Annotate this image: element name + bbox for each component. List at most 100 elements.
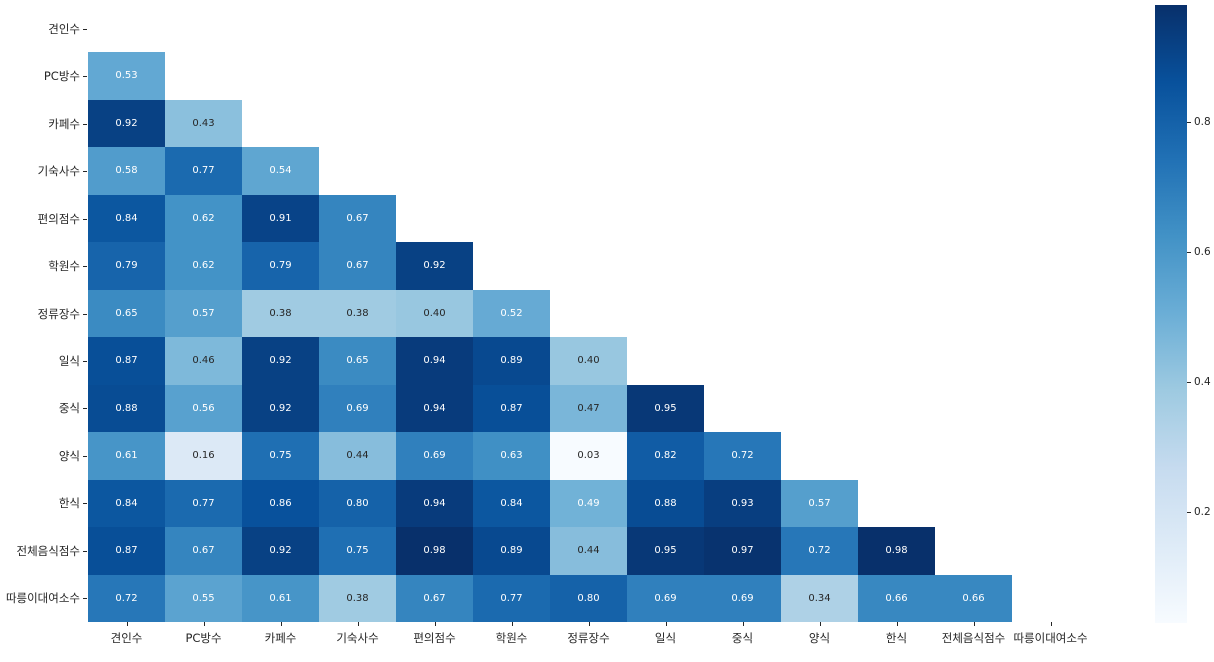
x-tick-mark bbox=[589, 622, 590, 626]
colorbar-tick-mark bbox=[1187, 122, 1191, 123]
heatmap-cell: 0.84 bbox=[88, 480, 165, 527]
y-tick-mark bbox=[83, 76, 87, 77]
x-tick-mark bbox=[204, 622, 205, 626]
y-tick-mark bbox=[83, 314, 87, 315]
heatmap-cell: 0.75 bbox=[319, 527, 396, 575]
x-tick-mark bbox=[897, 622, 898, 626]
heatmap-cell: 0.67 bbox=[319, 242, 396, 290]
heatmap-cell: 0.43 bbox=[165, 100, 242, 147]
heatmap-cell: 0.92 bbox=[396, 242, 473, 290]
heatmap-cell: 0.87 bbox=[88, 337, 165, 385]
y-tick-label: 중식 bbox=[58, 401, 80, 416]
y-tick-mark bbox=[83, 124, 87, 125]
heatmap-cell: 0.69 bbox=[319, 385, 396, 432]
x-tick-label: 견인수 bbox=[110, 631, 143, 645]
y-tick-label: 정류장수 bbox=[37, 306, 80, 321]
x-tick-label: 카페수 bbox=[264, 631, 297, 645]
x-tick-label: 학원수 bbox=[495, 631, 528, 645]
y-tick-mark bbox=[83, 408, 87, 409]
heatmap-cell: 0.88 bbox=[88, 385, 165, 432]
heatmap-cell: 0.98 bbox=[396, 527, 473, 575]
heatmap-cell: 0.53 bbox=[88, 52, 165, 100]
heatmap-cell: 0.46 bbox=[165, 337, 242, 385]
heatmap-cell: 0.65 bbox=[88, 290, 165, 337]
x-tick-label: 한식 bbox=[885, 631, 908, 645]
heatmap-cell: 0.49 bbox=[550, 480, 627, 527]
colorbar-tick-mark bbox=[1187, 512, 1191, 513]
heatmap-cell: 0.87 bbox=[88, 527, 165, 575]
y-tick-mark bbox=[83, 598, 87, 599]
x-tick-label: 일식 bbox=[654, 631, 677, 645]
heatmap-cell: 0.38 bbox=[242, 290, 319, 337]
heatmap-cell: 0.66 bbox=[858, 575, 935, 622]
y-tick-label: 전체음식점수 bbox=[16, 543, 80, 558]
colorbar-tick-label: 0.4 bbox=[1194, 376, 1211, 389]
heatmap-cell: 0.92 bbox=[88, 100, 165, 147]
y-tick-label: PC방수 bbox=[43, 69, 80, 84]
heatmap-cell: 0.44 bbox=[550, 527, 627, 575]
x-tick-mark bbox=[743, 622, 744, 626]
heatmap-cell: 0.62 bbox=[165, 242, 242, 290]
heatmap-cell: 0.57 bbox=[781, 480, 858, 527]
heatmap-cell: 0.92 bbox=[242, 385, 319, 432]
y-tick-label: 한식 bbox=[58, 496, 80, 511]
y-tick-mark bbox=[83, 29, 87, 30]
heatmap-cell: 0.54 bbox=[242, 147, 319, 195]
heatmap-cell: 0.95 bbox=[627, 527, 704, 575]
colorbar-gradient bbox=[1155, 5, 1187, 623]
heatmap-cell: 0.87 bbox=[473, 385, 550, 432]
heatmap-cell: 0.03 bbox=[550, 432, 627, 480]
y-tick-mark bbox=[83, 361, 87, 362]
heatmap-cell: 0.93 bbox=[704, 480, 781, 527]
y-tick-label: 기숙사수 bbox=[37, 164, 80, 179]
heatmap-cell: 0.40 bbox=[396, 290, 473, 337]
x-tick-mark bbox=[127, 622, 128, 626]
heatmap-cell: 0.69 bbox=[704, 575, 781, 622]
heatmap-cell: 0.62 bbox=[165, 195, 242, 242]
heatmap-cell: 0.80 bbox=[319, 480, 396, 527]
heatmap-cell: 0.66 bbox=[935, 575, 1012, 622]
y-tick-mark bbox=[83, 219, 87, 220]
heatmap-cell: 0.72 bbox=[781, 527, 858, 575]
heatmap-cell: 0.69 bbox=[396, 432, 473, 480]
y-tick-label: 카페수 bbox=[48, 116, 80, 131]
heatmap-cell: 0.56 bbox=[165, 385, 242, 432]
heatmap-cell: 0.89 bbox=[473, 527, 550, 575]
x-tick-mark bbox=[974, 622, 975, 626]
x-tick-label: PC방수 bbox=[185, 631, 222, 645]
heatmap-cell: 0.65 bbox=[319, 337, 396, 385]
heatmap-cell: 0.16 bbox=[165, 432, 242, 480]
y-tick-label: 양식 bbox=[58, 448, 80, 463]
y-tick-label: 따릉이대여소수 bbox=[5, 591, 80, 606]
x-tick-mark bbox=[281, 622, 282, 626]
y-tick-label: 학원수 bbox=[48, 259, 80, 274]
heatmap-cell: 0.67 bbox=[319, 195, 396, 242]
heatmap-cell: 0.94 bbox=[396, 385, 473, 432]
heatmap-cell: 0.79 bbox=[242, 242, 319, 290]
heatmap-cell: 0.94 bbox=[396, 480, 473, 527]
heatmap-cell: 0.38 bbox=[319, 290, 396, 337]
heatmap-cell: 0.67 bbox=[165, 527, 242, 575]
y-tick-label: 견인수 bbox=[48, 21, 80, 36]
heatmap-cell: 0.47 bbox=[550, 385, 627, 432]
x-tick-label: 전체음식점수 bbox=[941, 631, 1006, 645]
colorbar-tick-label: 0.2 bbox=[1194, 506, 1211, 519]
heatmap-cell: 0.92 bbox=[242, 527, 319, 575]
heatmap-cell: 0.72 bbox=[704, 432, 781, 480]
y-tick-label: 일식 bbox=[58, 353, 80, 368]
heatmap-cell: 0.86 bbox=[242, 480, 319, 527]
heatmap-cell: 0.58 bbox=[88, 147, 165, 195]
x-tick-mark bbox=[512, 622, 513, 626]
y-tick-label: 편의점수 bbox=[37, 211, 80, 226]
x-tick-label: 중식 bbox=[731, 631, 754, 645]
heatmap-cell: 0.69 bbox=[627, 575, 704, 622]
heatmap-cell: 0.84 bbox=[88, 195, 165, 242]
heatmap-cell: 0.40 bbox=[550, 337, 627, 385]
x-tick-label: 편의점수 bbox=[413, 631, 456, 645]
y-tick-mark bbox=[83, 456, 87, 457]
heatmap-cell: 0.52 bbox=[473, 290, 550, 337]
y-tick-mark bbox=[83, 266, 87, 267]
heatmap-cell: 0.91 bbox=[242, 195, 319, 242]
y-tick-mark bbox=[83, 503, 87, 504]
